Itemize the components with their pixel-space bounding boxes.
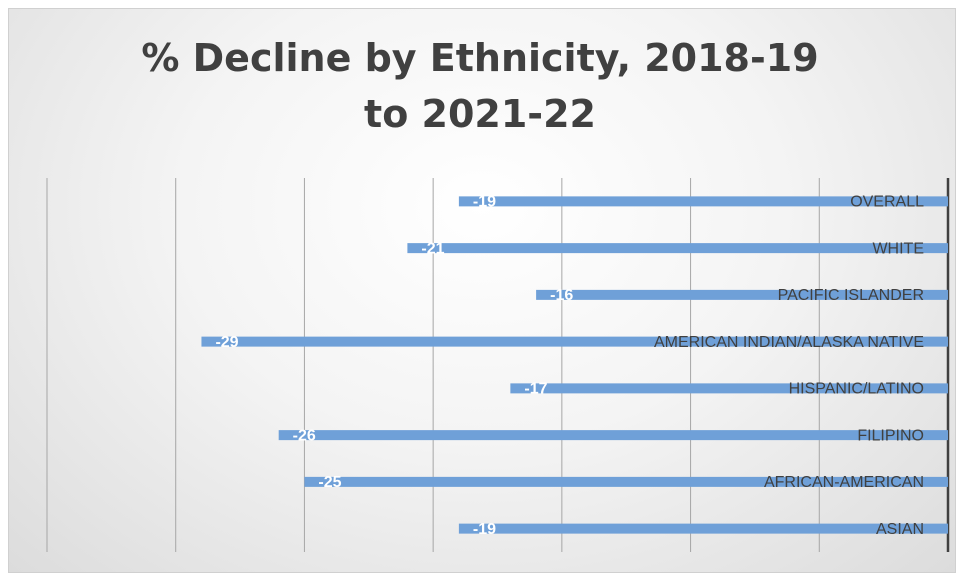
- category-label: OVERALL: [850, 194, 924, 211]
- category-label: HISPANIC/LATINO: [789, 381, 924, 398]
- category-label: FILIPINO: [857, 427, 924, 444]
- data-label: -21: [421, 240, 444, 257]
- data-label: -25: [318, 474, 341, 491]
- bar: [510, 383, 948, 394]
- bar: [458, 196, 948, 207]
- bar: [201, 336, 948, 347]
- bar: [304, 476, 948, 487]
- data-label: -26: [293, 427, 316, 444]
- bar: [407, 243, 948, 254]
- category-label: PACIFIC ISLANDER: [778, 287, 924, 304]
- data-label: -16: [550, 287, 573, 304]
- category-label: AFRICAN-AMERICAN: [764, 474, 924, 491]
- data-label: -29: [215, 334, 238, 351]
- data-label: -19: [473, 521, 496, 538]
- bar: [458, 523, 948, 534]
- category-label: ASIAN: [876, 521, 924, 538]
- category-label: WHITE: [872, 240, 924, 257]
- bar: [278, 430, 949, 441]
- chart-title: % Decline by Ethnicity, 2018-19 to 2021-…: [141, 36, 819, 136]
- data-label: -19: [473, 194, 496, 211]
- bar: [536, 289, 948, 300]
- category-label: AMERICAN INDIAN/ALASKA NATIVE: [654, 334, 924, 351]
- data-label: -17: [524, 381, 547, 398]
